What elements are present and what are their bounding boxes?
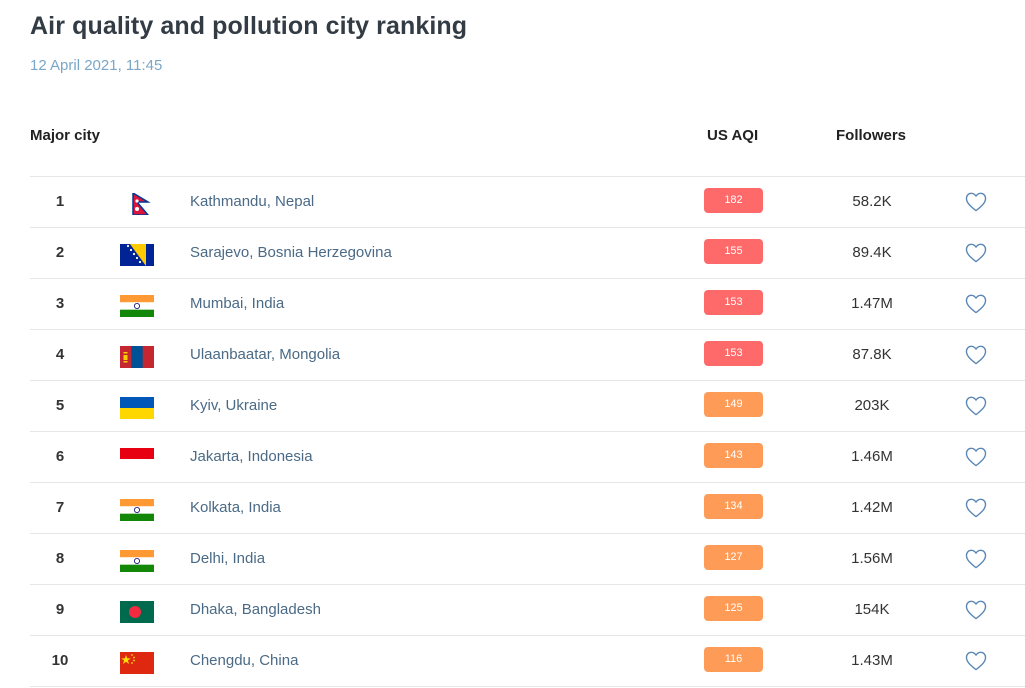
aqi-badge: 149: [704, 392, 763, 417]
heart-icon[interactable]: [965, 549, 987, 569]
header-us-aqi[interactable]: US AQI: [707, 127, 759, 144]
heart-icon[interactable]: [965, 396, 987, 416]
followers-count: 1.47M: [851, 295, 893, 312]
rank-number: 4: [55, 346, 65, 363]
followers-count: 1.43M: [851, 652, 893, 669]
table-header: Major city US AQI Followers: [0, 127, 1025, 147]
heart-icon[interactable]: [965, 243, 987, 263]
table-row: 2 Sarajevo, Bosnia Herzegovina 155 89.4K: [30, 227, 1025, 278]
flag-india-icon: [120, 499, 154, 521]
aqi-badge: 127: [704, 545, 763, 570]
table-row: 4 Ulaanbaatar, Mongolia 153 87.8K: [30, 329, 1025, 380]
followers-count: 58.2K: [852, 193, 892, 210]
header-followers[interactable]: Followers: [836, 127, 907, 144]
city-link[interactable]: Delhi, India: [190, 550, 266, 567]
rank-number: 3: [55, 295, 65, 312]
flag-mongolia-icon: [120, 346, 154, 368]
followers-count: 1.42M: [851, 499, 893, 516]
city-link[interactable]: Dhaka, Bangladesh: [190, 601, 321, 618]
table-row: 7 Kolkata, India 134 1.42M: [30, 482, 1025, 533]
city-link[interactable]: Ulaanbaatar, Mongolia: [190, 346, 341, 363]
city-link[interactable]: Kathmandu, Nepal: [190, 193, 315, 210]
heart-icon[interactable]: [965, 600, 987, 620]
table-row: 10 Chengdu, China 116 1.43M: [30, 635, 1025, 687]
aqi-badge: 155: [704, 239, 763, 264]
table-row: 1 Kathmandu, Nepal 182 58.2K: [30, 176, 1025, 227]
table-row: 3 Mumbai, India 153 1.47M: [30, 278, 1025, 329]
flag-india-icon: [120, 550, 154, 572]
page-title: Air quality and pollution city ranking: [30, 12, 468, 40]
table-row: 6 Jakarta, Indonesia 143 1.46M: [30, 431, 1025, 482]
aqi-badge: 182: [704, 188, 763, 213]
heart-icon[interactable]: [965, 345, 987, 365]
heart-icon[interactable]: [965, 447, 987, 467]
followers-count: 203K: [854, 397, 890, 414]
aqi-badge: 134: [704, 494, 763, 519]
rank-number: 5: [55, 397, 65, 414]
city-link[interactable]: Kolkata, India: [190, 499, 281, 516]
header-major-city: Major city: [30, 127, 101, 144]
table-row: 8 Delhi, India 127 1.56M: [30, 533, 1025, 584]
heart-icon[interactable]: [965, 651, 987, 671]
flag-nepal-icon: [120, 193, 154, 215]
flag-india-icon: [120, 295, 154, 317]
aqi-badge: 125: [704, 596, 763, 621]
rank-number: 6: [55, 448, 65, 465]
city-link[interactable]: Kyiv, Ukraine: [190, 397, 278, 414]
rank-number: 2: [55, 244, 65, 261]
ranking-table: 1 Kathmandu, Nepal 182 58.2K 2 Sarajevo, Bosn…: [30, 176, 1025, 687]
flag-bosnia-icon: [120, 244, 154, 266]
flag-china-icon: [120, 652, 154, 674]
flag-indonesia-icon: [120, 448, 154, 470]
followers-count: 87.8K: [852, 346, 892, 363]
city-link[interactable]: Jakarta, Indonesia: [190, 448, 313, 465]
rank-number: 8: [55, 550, 65, 567]
followers-count: 1.46M: [851, 448, 893, 465]
table-row: 5 Kyiv, Ukraine 149 203K: [30, 380, 1025, 431]
followers-count: 1.56M: [851, 550, 893, 567]
heart-icon[interactable]: [965, 498, 987, 518]
flag-ukraine-icon: [120, 397, 154, 419]
heart-icon[interactable]: [965, 294, 987, 314]
rank-number: 9: [55, 601, 65, 618]
city-link[interactable]: Mumbai, India: [190, 295, 285, 312]
rank-number: 1: [55, 193, 65, 210]
heart-icon[interactable]: [965, 192, 987, 212]
followers-count: 154K: [854, 601, 890, 618]
timestamp: 12 April 2021, 11:45: [30, 57, 163, 74]
flag-bangladesh-icon: [120, 601, 154, 623]
city-link[interactable]: Sarajevo, Bosnia Herzegovina: [190, 244, 392, 261]
rank-number: 10: [51, 652, 69, 669]
aqi-badge: 153: [704, 290, 763, 315]
table-row: 9 Dhaka, Bangladesh 125 154K: [30, 584, 1025, 635]
aqi-badge: 153: [704, 341, 763, 366]
rank-number: 7: [55, 499, 65, 516]
aqi-badge: 143: [704, 443, 763, 468]
city-link[interactable]: Chengdu, China: [190, 652, 299, 669]
followers-count: 89.4K: [852, 244, 892, 261]
aqi-badge: 116: [704, 647, 763, 672]
